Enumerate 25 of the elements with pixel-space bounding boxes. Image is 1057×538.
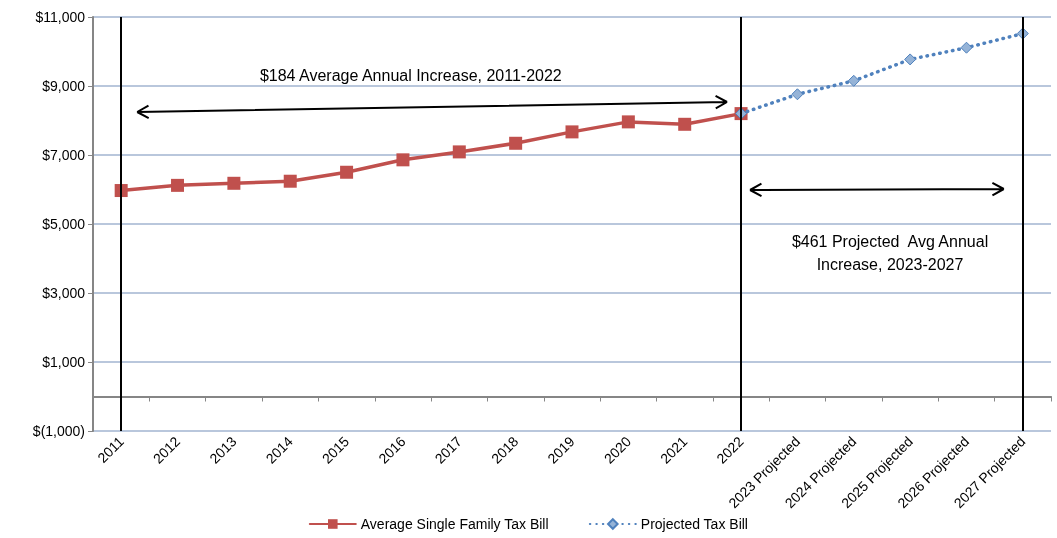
annotation: $184 Average Annual Increase, 2011-2022 <box>259 67 562 84</box>
y-tick-label: $9,000 <box>42 78 86 94</box>
point <box>509 136 523 150</box>
point <box>227 176 241 190</box>
y-tick-label: $5,000 <box>42 216 86 232</box>
legend-label: Projected Tax Bill <box>640 516 748 532</box>
point <box>791 88 804 101</box>
point <box>621 115 635 129</box>
y-tick-label: $7,000 <box>42 147 86 163</box>
point <box>904 53 917 66</box>
point <box>960 41 973 54</box>
point <box>678 117 692 131</box>
point <box>171 178 185 192</box>
y-tick-label: $1,000 <box>42 354 86 370</box>
point <box>847 74 860 87</box>
y-tick-label: $(1,000) <box>32 423 85 439</box>
point <box>565 125 579 139</box>
point <box>340 165 354 179</box>
annotation: $461 Projected Avg Annual Increase, 2023-2027 <box>791 233 989 273</box>
point <box>396 153 410 167</box>
point <box>452 145 466 159</box>
y-tick-label: $3,000 <box>42 285 86 301</box>
legend-label: Average Single Family Tax Bill <box>360 516 549 532</box>
point <box>283 174 297 188</box>
y-tick-label: $11,000 <box>35 9 86 25</box>
